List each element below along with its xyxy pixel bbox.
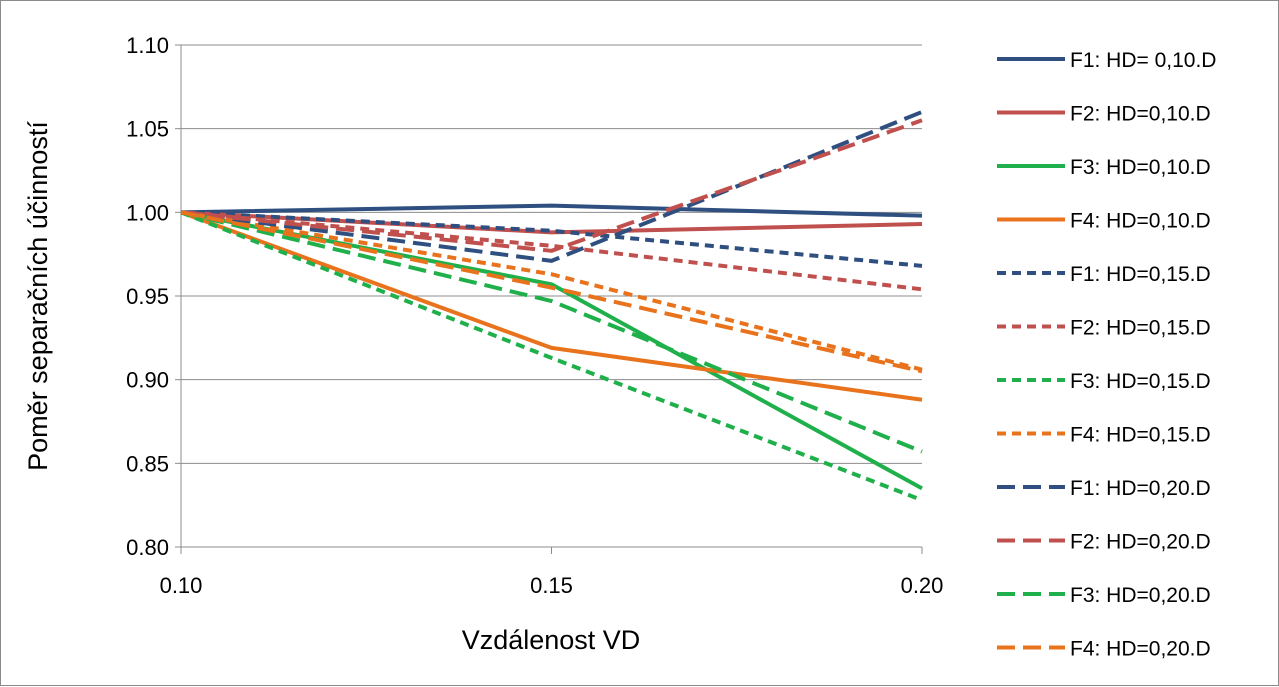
legend-label: F4: HD=0,15.D	[1070, 424, 1211, 447]
legend-label: F2: HD=0,20.D	[1070, 531, 1211, 554]
legend-label: F3: HD=0,10.D	[1070, 156, 1211, 179]
series-line-12	[180, 210, 923, 374]
series-line-11	[180, 210, 923, 454]
series-line-8	[180, 210, 923, 372]
series-line-7	[180, 210, 923, 503]
y-tick-label: 0.95	[126, 284, 169, 309]
y-tick-label: 1.10	[126, 33, 169, 58]
legend-label: F2: HD=0,10.D	[1070, 103, 1211, 126]
series-line-1	[180, 203, 923, 218]
legend: F1: HD= 0,10.D F2: HD=0,10.D F3: HD=0,10.D…	[997, 49, 1216, 661]
legend-label: F1: HD=0,15.D	[1070, 263, 1211, 286]
legend-label: F3: HD=0,15.D	[1070, 370, 1211, 393]
y-tick-label: 0.80	[126, 535, 169, 560]
y-tick-label: 1.00	[126, 200, 169, 225]
x-tick-label: 0.20	[901, 573, 944, 598]
series-line-10	[180, 118, 923, 253]
series-line-9	[180, 110, 923, 263]
legend-label: F4: HD=0,10.D	[1070, 210, 1211, 233]
axes: 0.80 0.85 0.90 0.95 1.00 1.05 1.10 0.10 0.15 0.20	[126, 33, 943, 598]
x-tick-label: 0.15	[530, 573, 573, 598]
y-tick-label: 0.90	[126, 368, 169, 393]
y-axis-title: Poměr separačních účinností	[23, 121, 53, 471]
y-tick-label: 0.85	[126, 451, 169, 476]
series-lines	[180, 110, 923, 503]
x-axis-title: Vzdálenost VD	[462, 625, 641, 655]
gridlines	[181, 44, 922, 548]
legend-label: F3: HD=0,20.D	[1070, 584, 1211, 607]
series-line-5	[180, 210, 923, 268]
y-tick-label: 1.05	[126, 117, 169, 142]
series-line-6	[180, 210, 923, 292]
x-tick-label: 0.10	[160, 573, 203, 598]
legend-label: F1: HD=0,20.D	[1070, 477, 1211, 500]
series-line-3	[180, 210, 923, 491]
legend-label: F1: HD= 0,10.D	[1070, 49, 1216, 72]
legend-label: F4: HD=0,20.D	[1070, 638, 1211, 661]
legend-label: F2: HD=0,15.D	[1070, 317, 1211, 340]
series-line-4	[180, 210, 923, 402]
